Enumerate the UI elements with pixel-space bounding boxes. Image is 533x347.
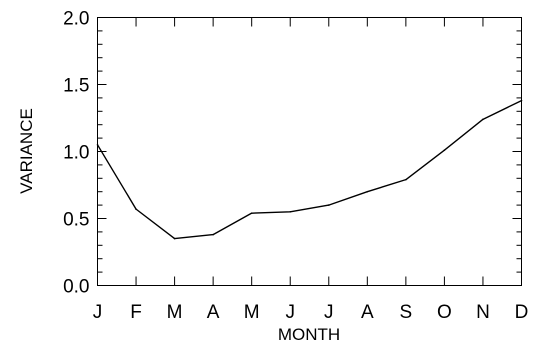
x-tick-label: A — [207, 302, 220, 323]
data-point — [96, 144, 99, 146]
x-tick-label: J — [93, 302, 103, 323]
x-tick-label: J — [324, 302, 334, 323]
data-point — [327, 204, 330, 206]
plot-frame — [97, 17, 522, 286]
series-group — [96, 99, 523, 240]
x-axis-label: MONTH — [278, 325, 340, 344]
series-line — [96, 99, 522, 240]
x-tick-label: O — [437, 302, 452, 323]
x-tick-label: F — [130, 302, 142, 323]
x-tick-label: M — [167, 302, 183, 323]
data-point — [482, 118, 484, 121]
x-tick-label: A — [361, 302, 374, 323]
y-tick-label: 0.0 — [63, 277, 89, 298]
data-point — [212, 233, 214, 236]
y-tick-label: 1.5 — [63, 76, 89, 97]
y-axis-label: VARIANCE — [17, 108, 36, 194]
x-tick-label: D — [515, 302, 529, 323]
data-point — [173, 237, 176, 240]
x-tick-label: M — [244, 302, 260, 323]
y-tick-label: 1.0 — [63, 143, 89, 164]
data-point — [443, 149, 446, 151]
data-point — [135, 208, 137, 210]
y-axis-ticks: 0.0 0.5 1.0 1.5 2.0 — [63, 9, 522, 298]
data-point — [520, 99, 523, 102]
data-point — [250, 212, 253, 214]
data-point — [289, 211, 292, 213]
x-tick-label: N — [476, 302, 490, 323]
y-tick-label: 2.0 — [63, 9, 89, 30]
x-tick-label: S — [400, 302, 413, 323]
data-point — [366, 190, 369, 193]
x-tick-label: J — [285, 302, 295, 323]
y-tick-label: 0.5 — [63, 210, 89, 231]
data-point — [405, 178, 407, 181]
